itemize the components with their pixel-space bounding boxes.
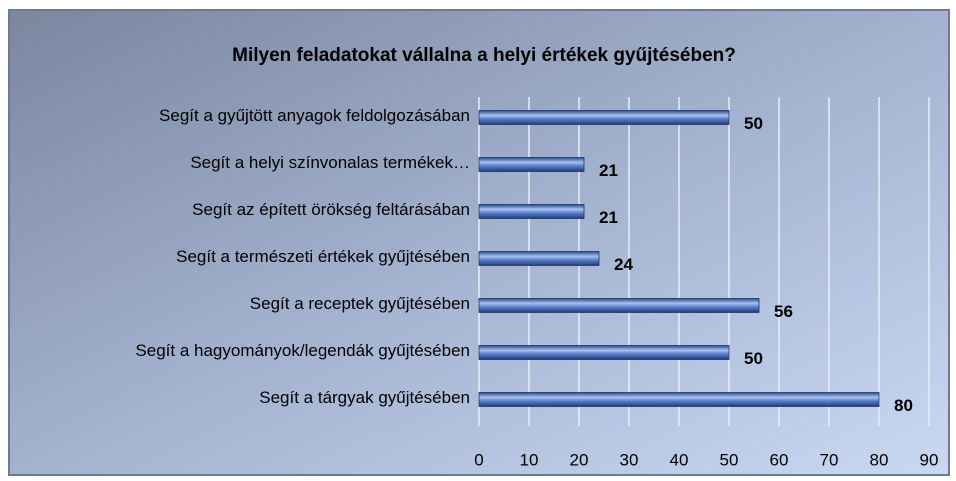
x-tick-label: 50 <box>720 450 739 469</box>
x-tick-label: 40 <box>670 450 689 469</box>
x-tick-label: 90 <box>920 450 939 469</box>
x-tick-label: 60 <box>770 450 789 469</box>
bar <box>478 157 585 172</box>
y-tick-label: Segít a tárgyak gyűjtésében <box>259 388 470 407</box>
x-tick-label: 10 <box>520 450 539 469</box>
x-tick-label: 80 <box>870 450 889 469</box>
y-tick-label: Segít az épített örökség feltárásában <box>192 200 470 219</box>
chart-title: Milyen feladatokat vállalna a helyi érté… <box>232 45 736 66</box>
value-label: 56 <box>774 302 793 321</box>
value-label: 21 <box>599 161 618 180</box>
value-label: 21 <box>599 208 618 227</box>
y-tick-label: Segít a helyi színvonalas termékek… <box>190 153 470 172</box>
bar <box>478 392 880 407</box>
bar <box>478 298 760 313</box>
y-tick-label: Segít a gyűjtött anyagok feldolgozásában <box>159 106 470 125</box>
value-label: 50 <box>744 349 763 368</box>
y-tick-label: Segít a természeti értékek gyűjtésében <box>176 247 470 266</box>
bar <box>478 204 585 219</box>
bar <box>478 345 730 360</box>
y-tick-label: Segít a receptek gyűjtésében <box>250 294 470 313</box>
value-label: 24 <box>614 255 633 274</box>
x-tick-label: 0 <box>474 450 483 469</box>
x-tick-label: 30 <box>620 450 639 469</box>
bar <box>478 251 600 266</box>
y-tick-label: Segít a hagyományok/legendák gyűjtésében <box>135 341 470 360</box>
x-tick-label: 20 <box>570 450 589 469</box>
bar <box>478 110 730 125</box>
value-label: 80 <box>894 396 913 415</box>
value-label: 50 <box>744 114 763 133</box>
x-tick-label: 70 <box>820 450 839 469</box>
